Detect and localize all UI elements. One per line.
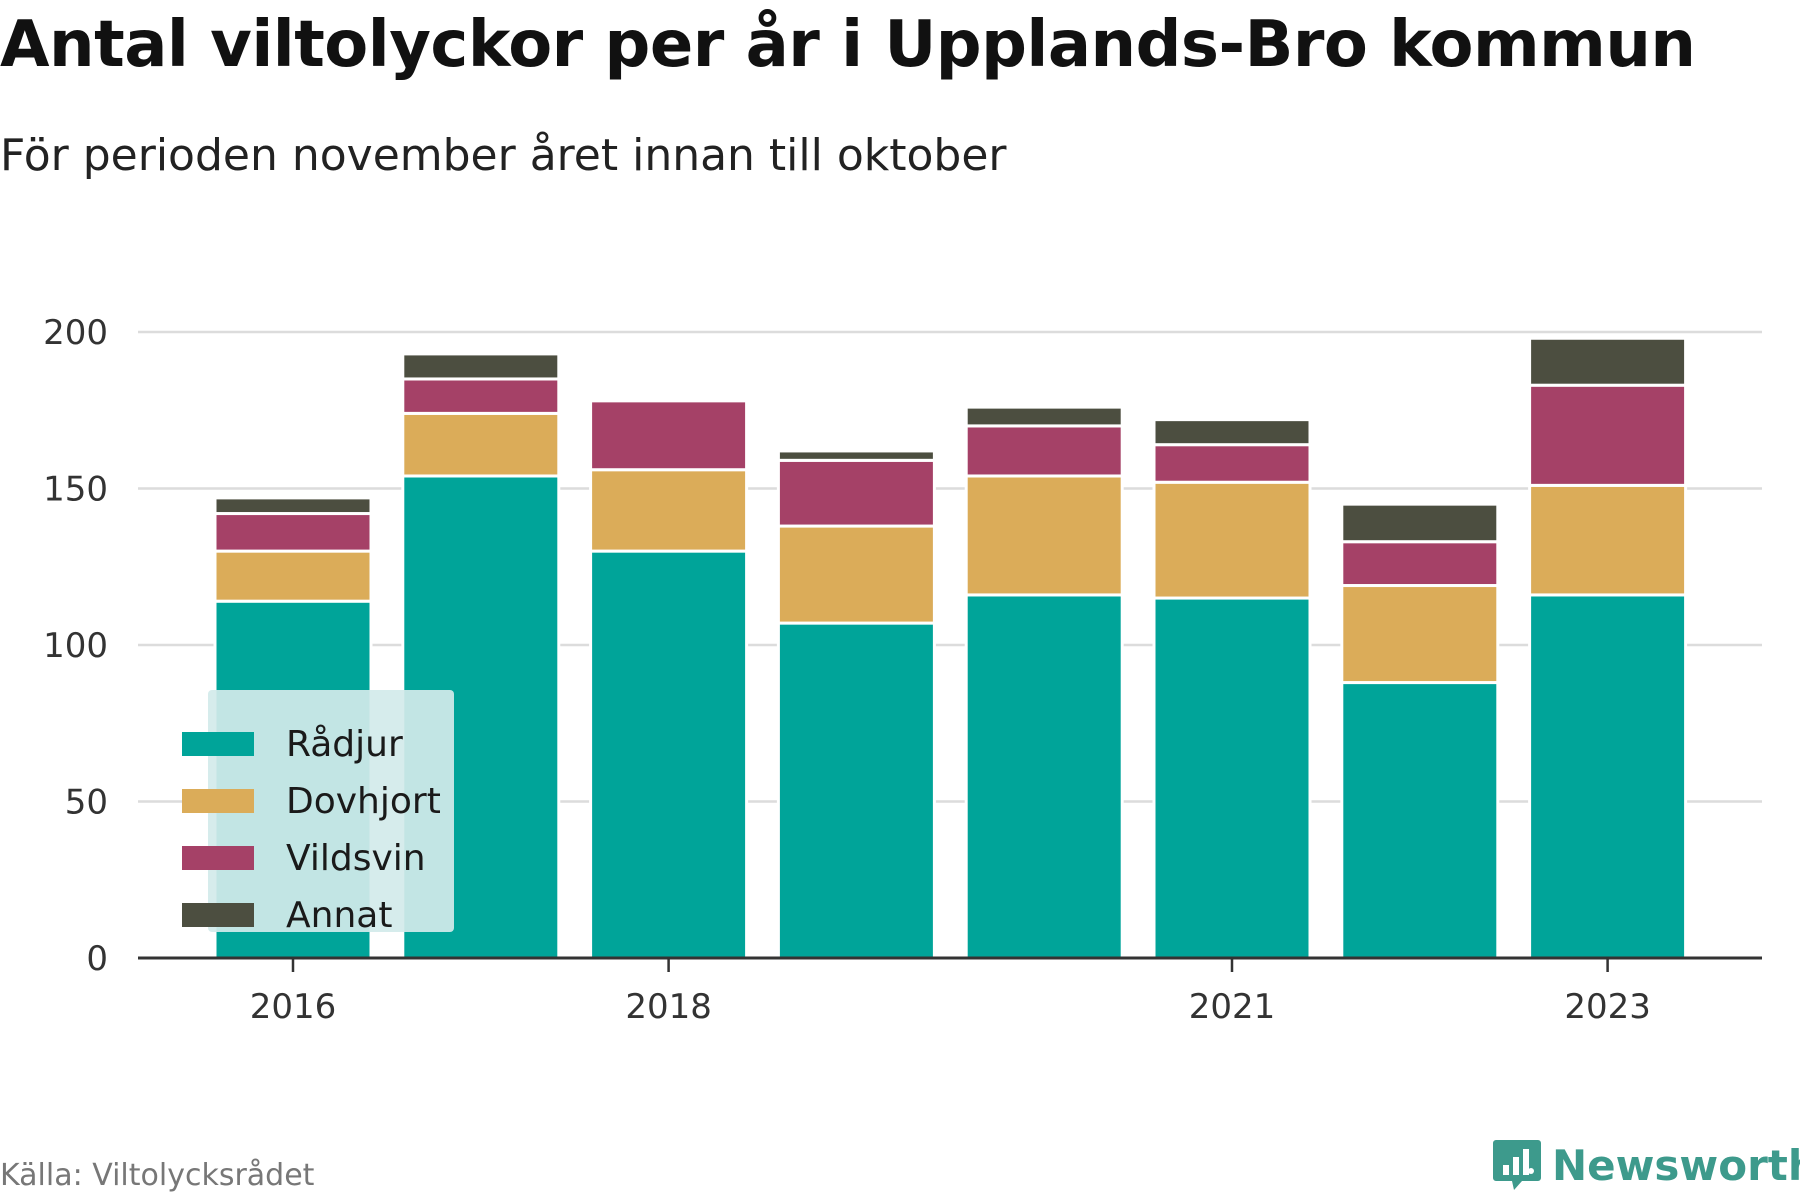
bar-segment	[1528, 336, 1688, 387]
bar-segment	[1152, 418, 1312, 447]
y-tick-label: 100	[43, 626, 108, 666]
x-tick-label: 2018	[625, 987, 712, 1027]
bar-segment	[1340, 540, 1500, 588]
bar-segment	[776, 621, 936, 960]
bar-segment	[401, 352, 561, 381]
legend-label-radjur: Rådjur	[286, 723, 403, 765]
y-tick-label: 0	[86, 939, 108, 979]
legend-item-annat: Annat	[182, 894, 393, 936]
legend-swatch-annat	[182, 903, 254, 927]
bar-segment	[401, 411, 561, 478]
brand-name: Newsworthy	[1552, 1140, 1800, 1190]
bar-segment	[1528, 483, 1688, 597]
bar-segment	[1152, 480, 1312, 600]
bar-segment	[1340, 584, 1500, 685]
chart-title: Antal viltolyckor per år i Upplands-Bro …	[0, 8, 1696, 82]
legend-swatch-dovhjort	[182, 789, 254, 813]
chart-subtitle: För perioden november året innan till ok…	[0, 130, 1007, 181]
bar-segment	[589, 399, 749, 472]
bar-segment	[776, 524, 936, 625]
bar-segment	[401, 377, 561, 415]
bar-segment	[1528, 593, 1688, 960]
brand-logo[interactable]: Newsworthy	[1492, 1138, 1800, 1192]
legend-item-dovhjort: Dovhjort	[182, 780, 441, 822]
legend: Rådjur Dovhjort Vildsvin Annat	[182, 690, 454, 936]
source-note: Källa: Viltolycksrådet	[0, 1158, 315, 1193]
bar-segment	[589, 549, 749, 960]
legend-swatch-radjur	[182, 732, 254, 756]
legend-item-radjur: Rådjur	[182, 723, 403, 765]
legend-label-annat: Annat	[286, 894, 393, 936]
legend-label-dovhjort: Dovhjort	[286, 780, 441, 822]
bar-segment	[213, 512, 373, 553]
bar-segment	[964, 405, 1124, 428]
bar-segment	[1528, 383, 1688, 487]
bar-segment	[964, 424, 1124, 478]
legend-item-vildsvin: Vildsvin	[182, 837, 426, 879]
axes: 0 50 100 150 200 2016 2018 2021 2023	[43, 313, 1762, 1027]
bar-segment	[1340, 681, 1500, 960]
y-tick-label: 50	[65, 783, 108, 823]
bar-segment	[1152, 443, 1312, 484]
x-tick-label: 2021	[1189, 987, 1276, 1027]
legend-label-vildsvin: Vildsvin	[286, 837, 426, 879]
x-tick-label: 2016	[250, 987, 337, 1027]
y-tick-label: 200	[43, 313, 108, 353]
bar-segment	[589, 468, 749, 553]
bar-segment	[776, 458, 936, 528]
bar-segment	[964, 474, 1124, 597]
bar-segment	[776, 449, 936, 462]
bar-segment	[964, 593, 1124, 960]
x-tick-label: 2023	[1564, 987, 1651, 1027]
bar-segment	[1152, 596, 1312, 960]
y-tick-label: 150	[43, 470, 108, 510]
bar-segment	[213, 549, 373, 603]
newsworthy-logo-icon	[1493, 1140, 1541, 1190]
bar-segment	[1340, 502, 1500, 544]
bar-segment	[213, 496, 373, 516]
legend-swatch-vildsvin	[182, 846, 254, 870]
